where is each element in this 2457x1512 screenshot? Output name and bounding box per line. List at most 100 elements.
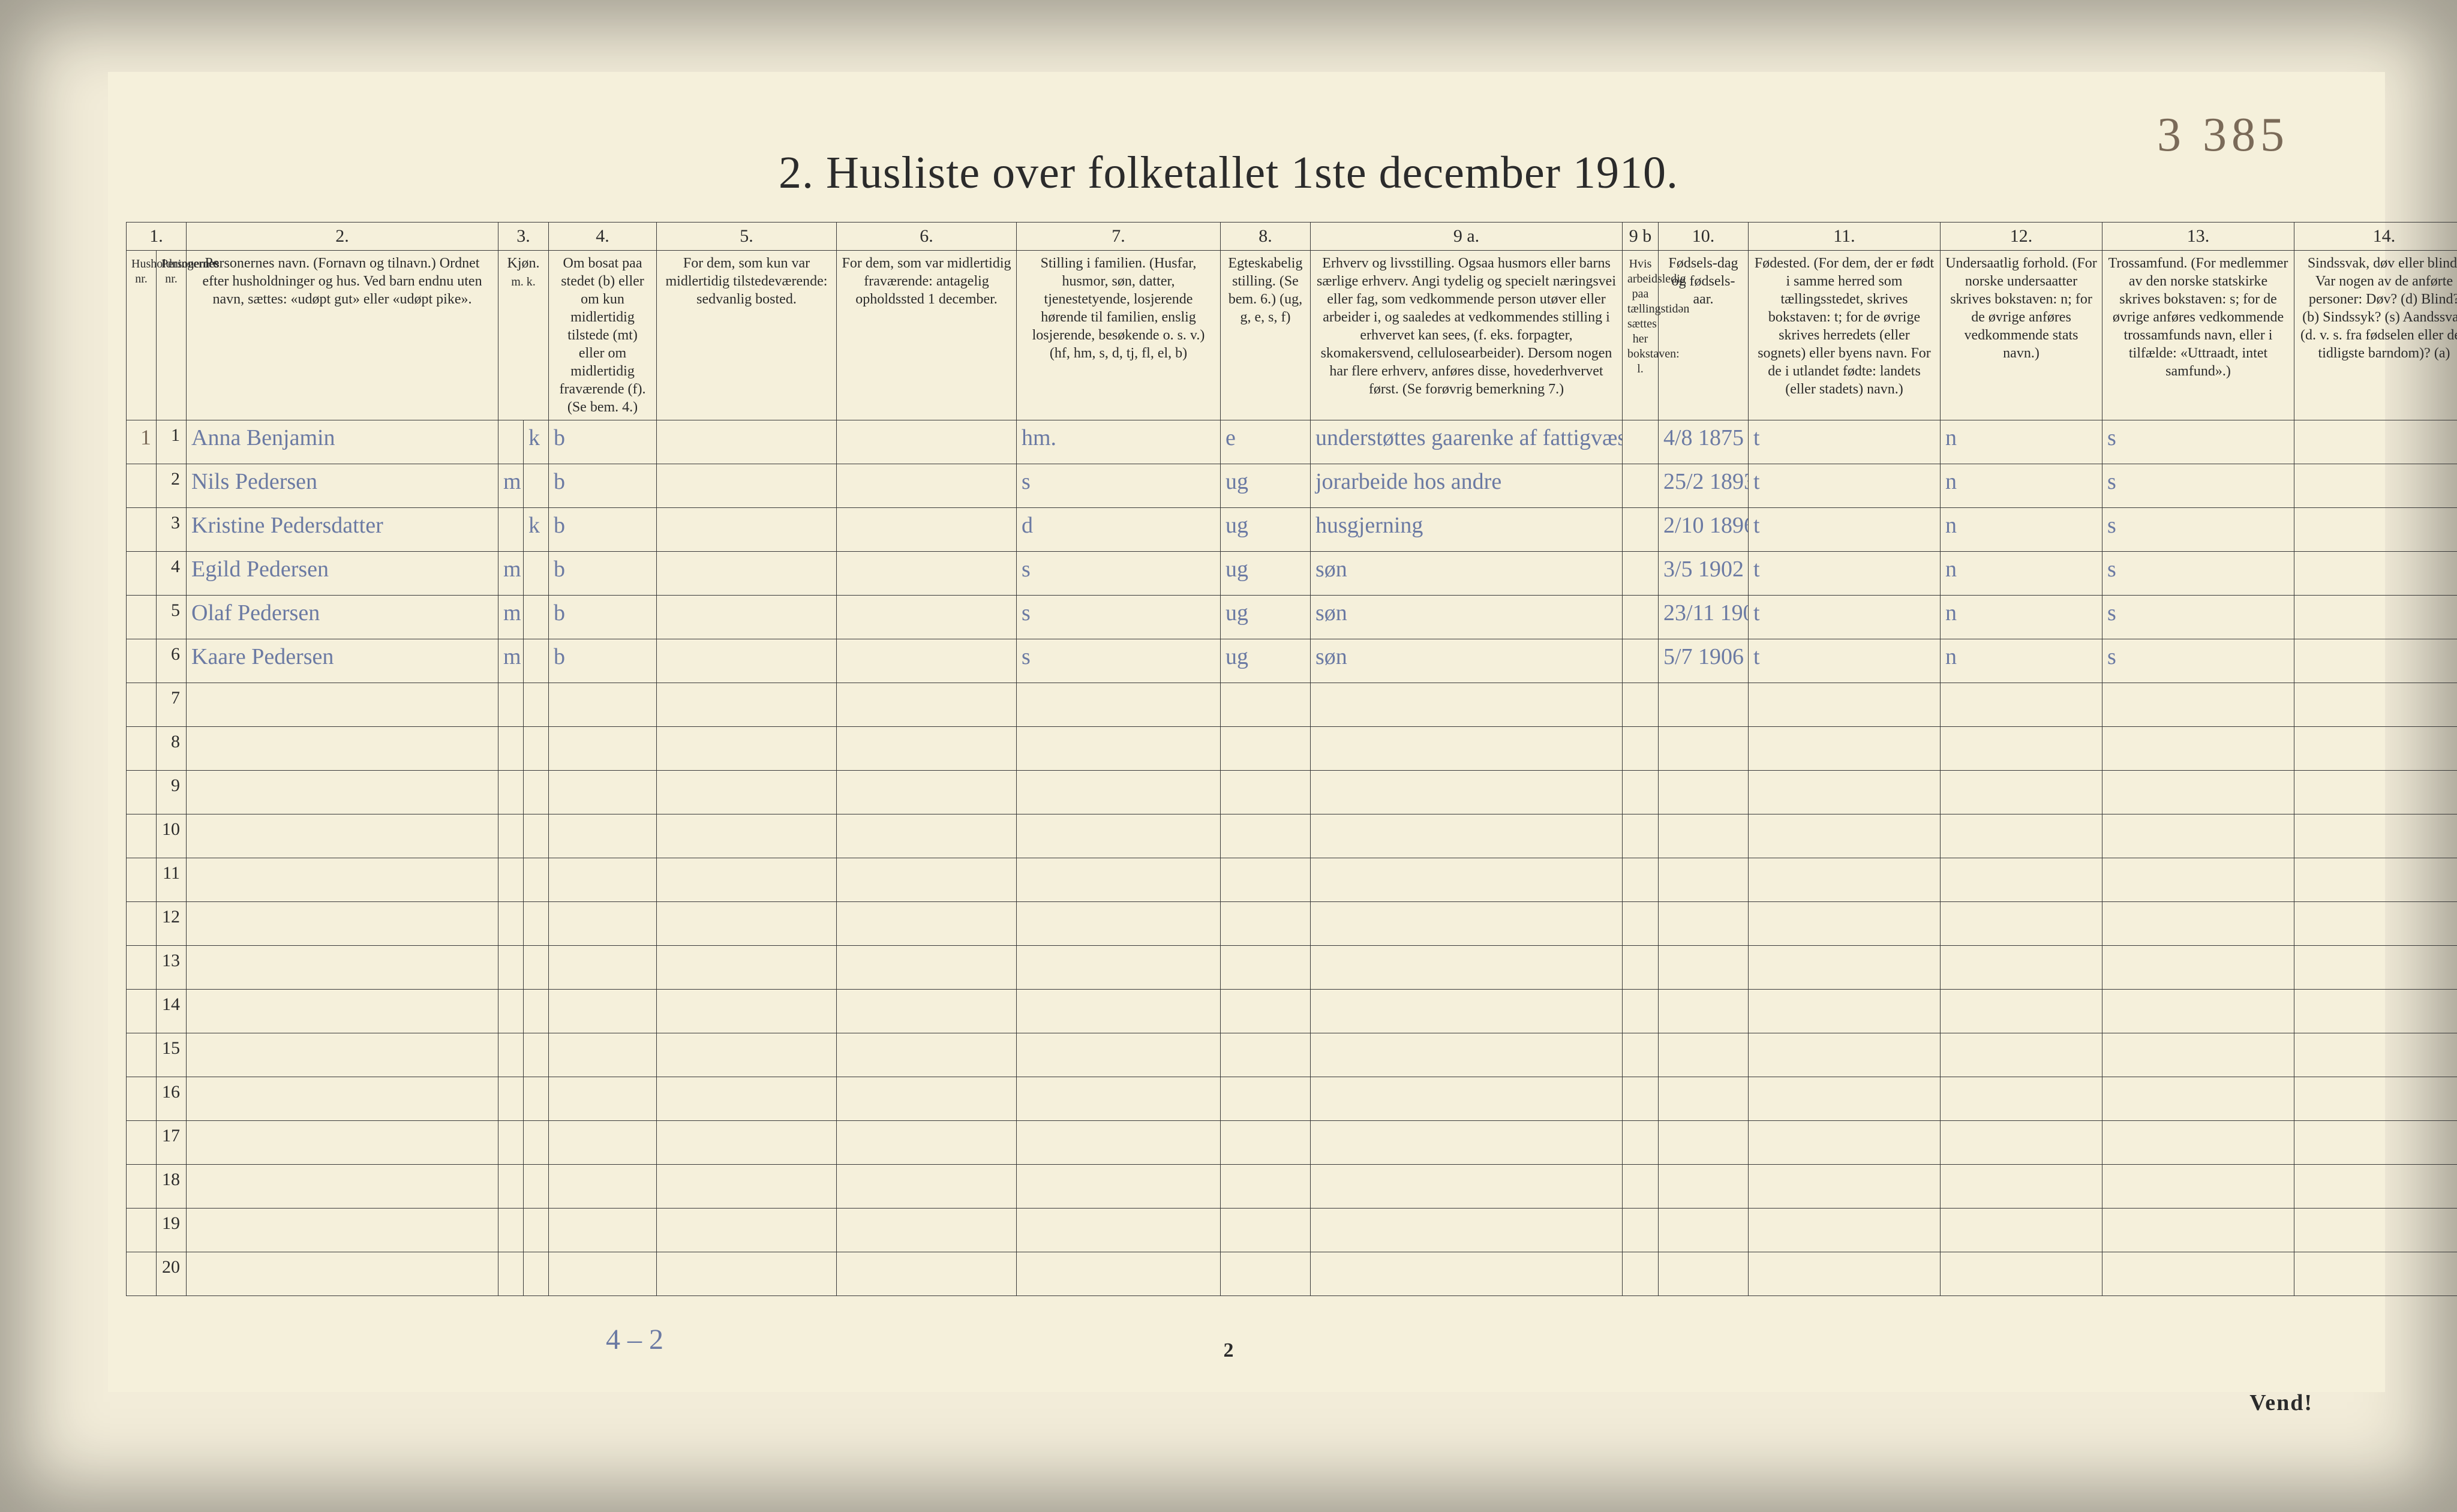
cell [2102,989,2294,1033]
cell [1017,1208,1221,1252]
table-row: 15 [127,1033,2457,1077]
cell [2294,814,2457,858]
cell [2102,726,2294,770]
cell [1623,1164,1659,1208]
colnum-9a: 9 a. [1311,223,1623,251]
cell: 4 [157,551,187,595]
hdr-marital: Egteskabelig stilling. (Se bem. 6.) (ug,… [1221,250,1311,420]
cell [549,814,657,858]
hdr-unemployed-text: Hvis arbeidsledig paa tællingstidən sætt… [1627,257,1653,377]
cell [187,1164,498,1208]
cell [657,901,837,945]
cell [1017,1120,1221,1164]
cell [657,989,837,1033]
cell [524,814,549,858]
cell [524,726,549,770]
cell [1659,1077,1749,1120]
cell [1659,1164,1749,1208]
cell [1221,1208,1311,1252]
printed-page-number: 2 [0,1339,2457,1362]
cell [2294,1077,2457,1120]
cell: s [1017,551,1221,595]
cell [1623,1120,1659,1164]
cell [1221,683,1311,726]
page-title: 2. Husliste over folketallet 1ste decemb… [0,147,2457,199]
cell: 23/11 1903 [1659,595,1749,639]
colnum-1: 1. [127,223,187,251]
cell [2294,595,2457,639]
cell: 9 [157,770,187,814]
cell [1221,945,1311,989]
census-table: 1. 2. 3. 4. 5. 6. 7. 8. 9 a. 9 b 10. 11.… [126,222,2457,1296]
cell [498,814,524,858]
hdr-sex-sub: m. k. [503,275,543,290]
cell: m [498,595,524,639]
cell [524,858,549,901]
cell: m [498,639,524,683]
cell [187,858,498,901]
cell [187,1077,498,1120]
cell: b [549,551,657,595]
cell [1311,726,1623,770]
cell [837,595,1017,639]
colnum-13: 13. [2102,223,2294,251]
cell [1623,989,1659,1033]
cell [1749,1120,1941,1164]
cell: ug [1221,507,1311,551]
cell: 17 [157,1120,187,1164]
cell: 14 [157,989,187,1033]
cell [1311,814,1623,858]
cell [187,1120,498,1164]
cell [1623,1208,1659,1252]
cell [127,551,157,595]
cell [1311,1077,1623,1120]
hdr-birthplace: Fødested. (For dem, der er født i samme … [1749,250,1941,420]
cell: 3/5 1902 [1659,551,1749,595]
cell [2102,683,2294,726]
cell: jorarbeide hos andre [1311,464,1623,507]
cell: s [2102,551,2294,595]
cell [837,945,1017,989]
cell [127,507,157,551]
cell [187,1033,498,1077]
cell [127,1077,157,1120]
table-row: 20 [127,1252,2457,1295]
cell [498,726,524,770]
table-row: 6Kaare Pedersenmbsugsøn5/7 1906tns [127,639,2457,683]
table-row: 12 [127,901,2457,945]
cell [2102,1077,2294,1120]
cell: s [2102,507,2294,551]
cell [1311,683,1623,726]
cell [187,683,498,726]
cell: b [549,420,657,464]
hdr-name: Personernes navn. (Fornavn og tilnavn.) … [187,250,498,420]
cell [837,726,1017,770]
cell [1311,901,1623,945]
cell [1623,1077,1659,1120]
cell [524,1120,549,1164]
cell [2294,639,2457,683]
cell: 1 [127,420,157,464]
colnum-11: 11. [1749,223,1941,251]
hdr-household-no: Husholdningernes nr. [127,250,157,420]
cell: n [1941,639,2102,683]
table-row: 5Olaf Pedersenmbsugsøn23/11 1903tns [127,595,2457,639]
cell [187,1208,498,1252]
cell: s [2102,639,2294,683]
cell [524,683,549,726]
cell [1659,726,1749,770]
hdr-person-no-text: Personernes nr. [161,257,181,287]
cell [127,770,157,814]
cell [1659,1033,1749,1077]
cell [1659,814,1749,858]
cell: s [2102,464,2294,507]
cell: Kaare Pedersen [187,639,498,683]
cell [1017,1164,1221,1208]
cell [549,989,657,1033]
colnum-7: 7. [1017,223,1221,251]
cell [1221,726,1311,770]
hdr-absent-location: For dem, som var midlertidig fraværende:… [837,250,1017,420]
cell [1749,1164,1941,1208]
cell [127,901,157,945]
cell [1749,1033,1941,1077]
